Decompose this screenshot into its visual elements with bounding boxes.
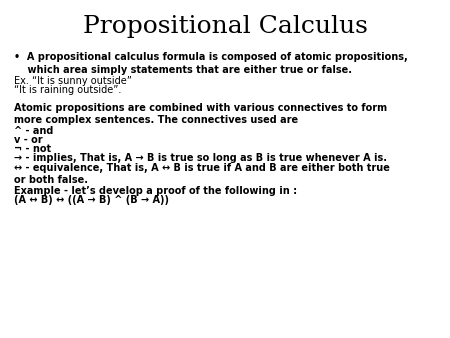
Text: ^ - and: ^ - and xyxy=(14,126,53,136)
Text: ↔ - equivalence, That is, A ↔ B is true if A and B are either both true
or both : ↔ - equivalence, That is, A ↔ B is true … xyxy=(14,163,389,185)
Text: Ex. “It is sunny outside”: Ex. “It is sunny outside” xyxy=(14,76,131,86)
Text: v - or: v - or xyxy=(14,135,42,145)
Text: Example - let’s develop a proof of the following in :: Example - let’s develop a proof of the f… xyxy=(14,186,297,196)
Text: ¬ - not: ¬ - not xyxy=(14,144,50,154)
Text: “It is raining outside”.: “It is raining outside”. xyxy=(14,85,121,95)
Text: Propositional Calculus: Propositional Calculus xyxy=(82,15,368,38)
Text: •  A propositional calculus formula is composed of atomic propositions,
    whic: • A propositional calculus formula is co… xyxy=(14,52,407,75)
Text: → - implies, That is, A → B is true so long as B is true whenever A is.: → - implies, That is, A → B is true so l… xyxy=(14,153,387,164)
Text: (A ↔ B) ↔ ((A → B) ^ (B → A)): (A ↔ B) ↔ ((A → B) ^ (B → A)) xyxy=(14,195,168,205)
Text: Atomic propositions are combined with various connectives to form
more complex s: Atomic propositions are combined with va… xyxy=(14,103,387,125)
